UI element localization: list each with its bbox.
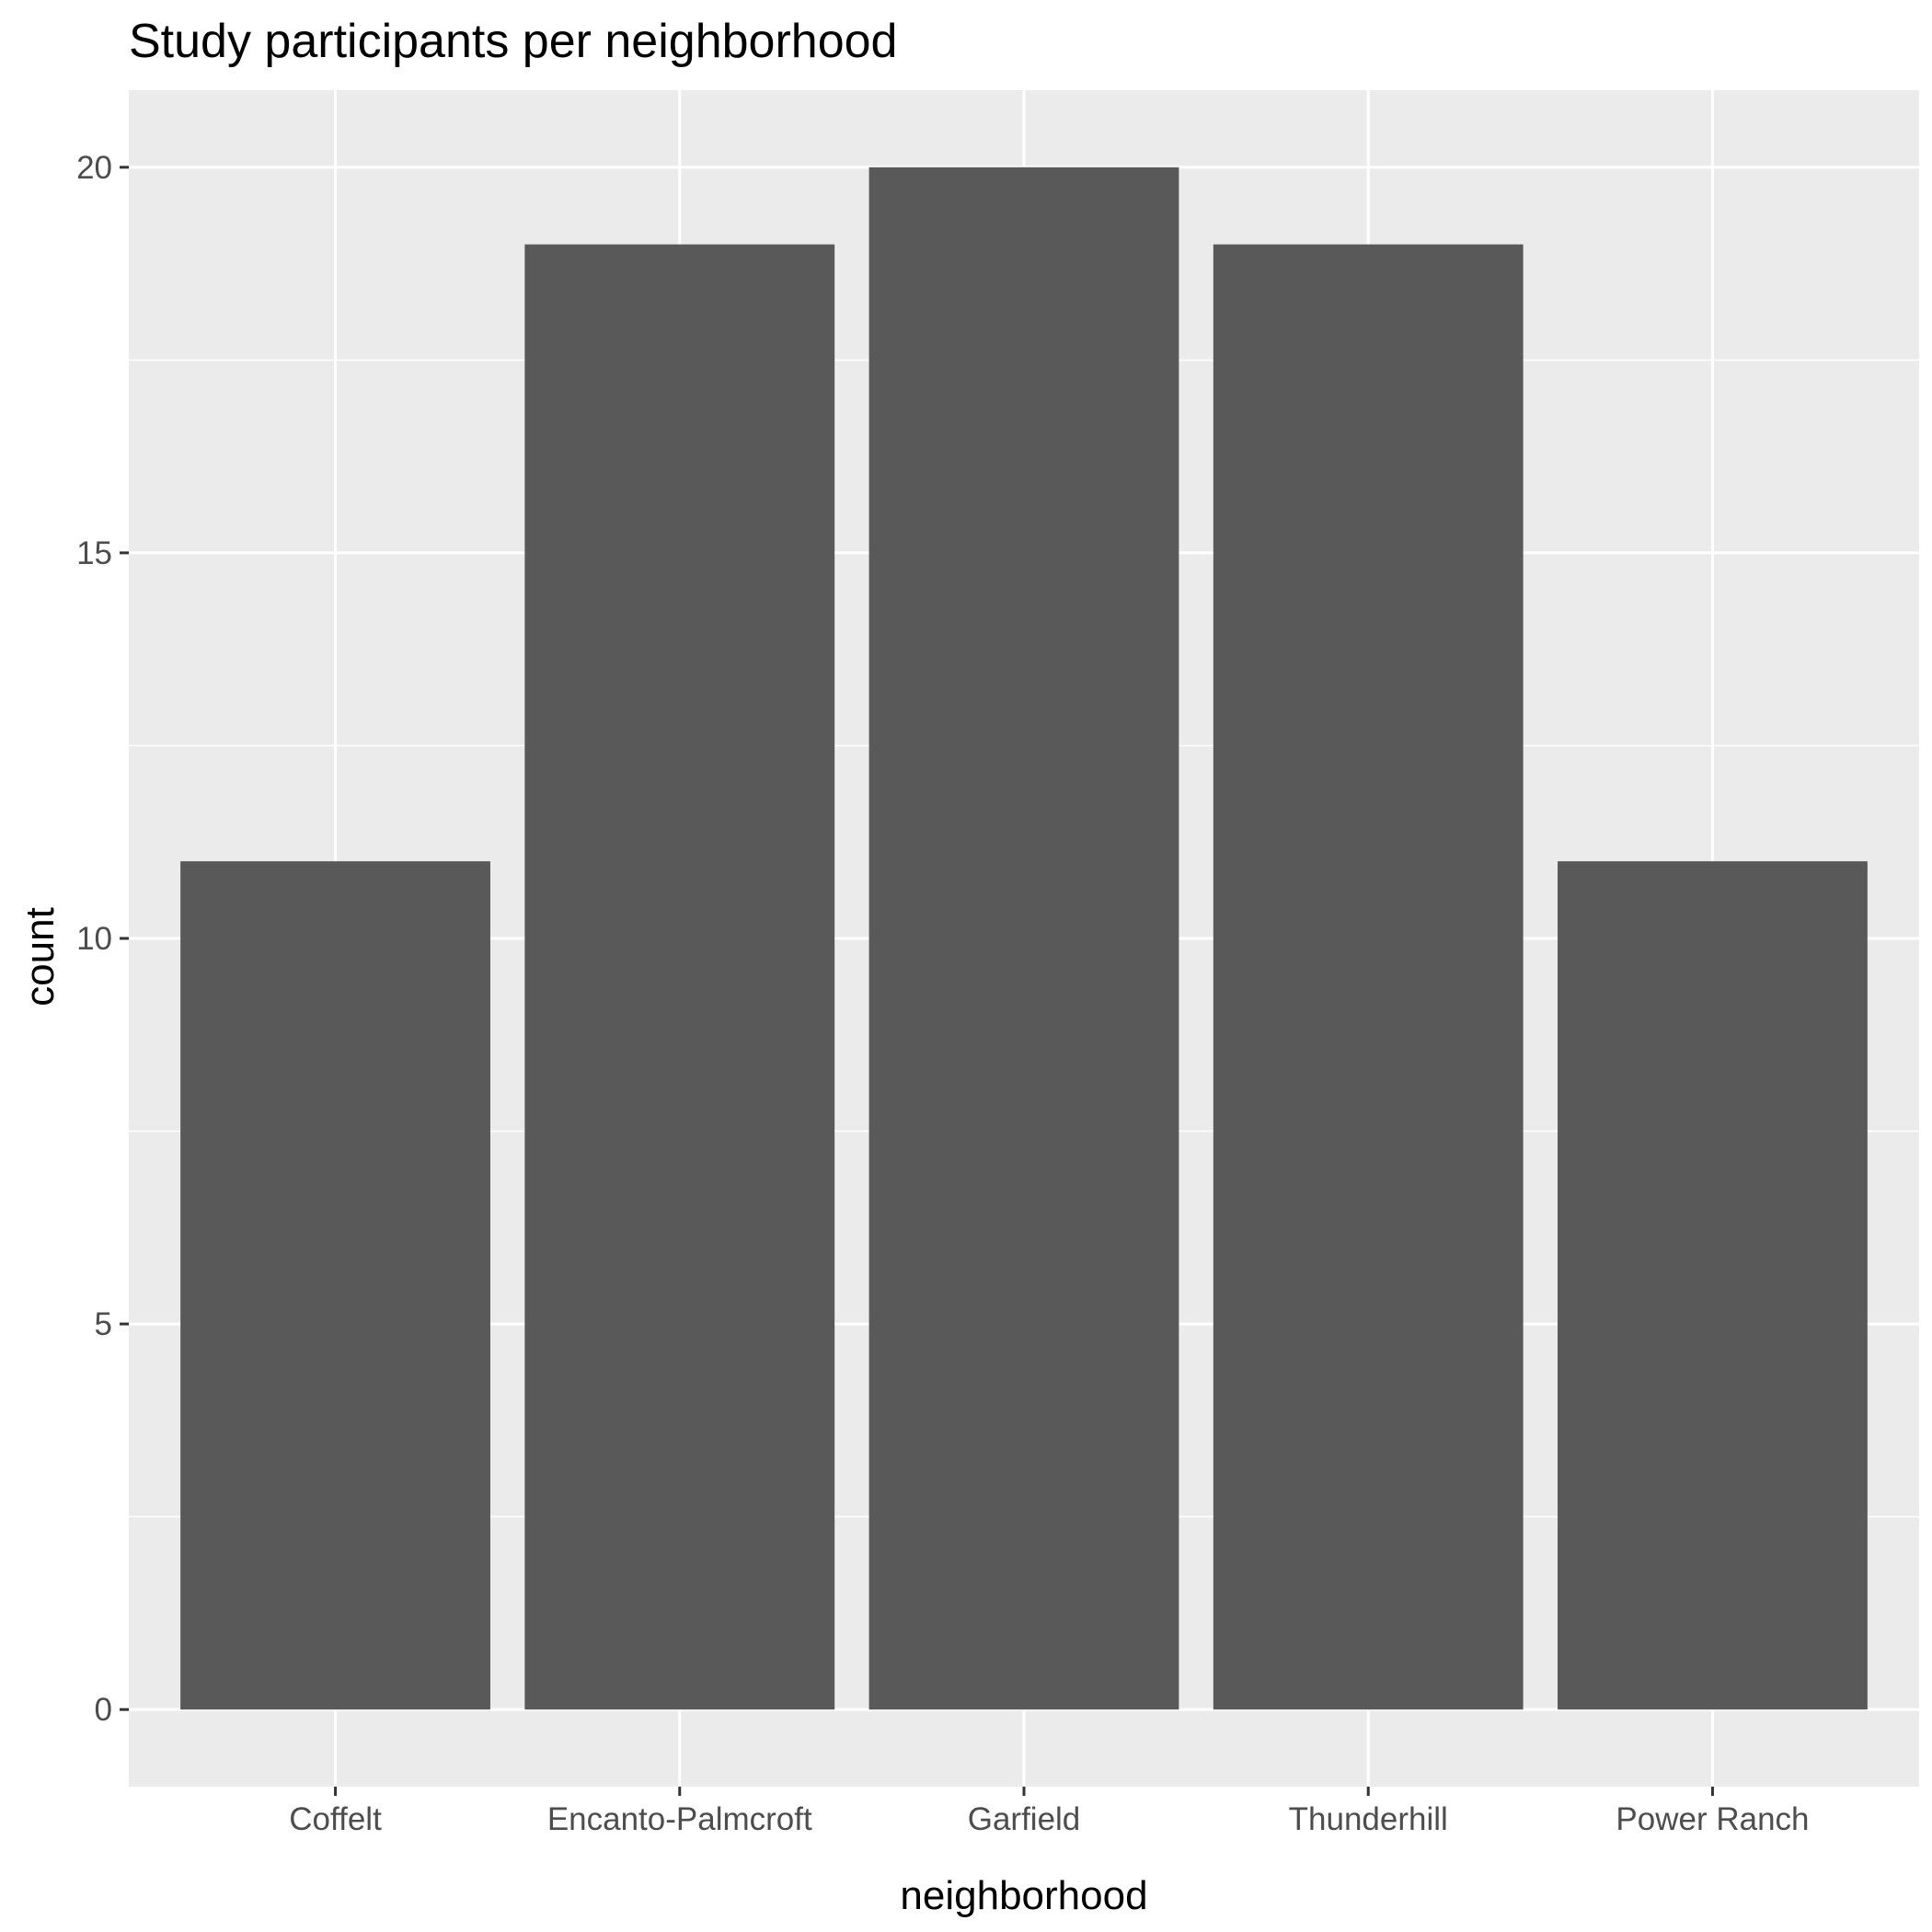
y-tick-label: 0 [95, 1692, 112, 1728]
y-tick-label: 15 [76, 535, 112, 571]
x-tick-label: Encanto-Palmcroft [547, 1801, 812, 1837]
bars [180, 167, 1868, 1710]
bar [524, 244, 835, 1710]
x-tick-label: Garfield [968, 1801, 1081, 1837]
y-axis-title: count [17, 907, 63, 1006]
chart-title: Study participants per neighborhood [129, 15, 897, 68]
y-tick-label: 5 [95, 1306, 112, 1342]
x-tick-label: Power Ranch [1616, 1801, 1809, 1837]
bar [868, 167, 1179, 1710]
y-axis: 0 5 10 15 20 [76, 150, 129, 1728]
x-tick-label: Thunderhill [1289, 1801, 1448, 1837]
bar [180, 861, 490, 1710]
y-tick-label: 10 [76, 921, 112, 957]
x-axis: Coffelt Encanto-Palmcroft Garfield Thunderh… [289, 1787, 1810, 1837]
y-tick-label: 20 [76, 150, 112, 186]
bar [1213, 244, 1524, 1710]
x-tick-label: Coffelt [289, 1801, 382, 1837]
bar [1558, 861, 1868, 1710]
x-axis-title: neighborhood [900, 1873, 1147, 1918]
